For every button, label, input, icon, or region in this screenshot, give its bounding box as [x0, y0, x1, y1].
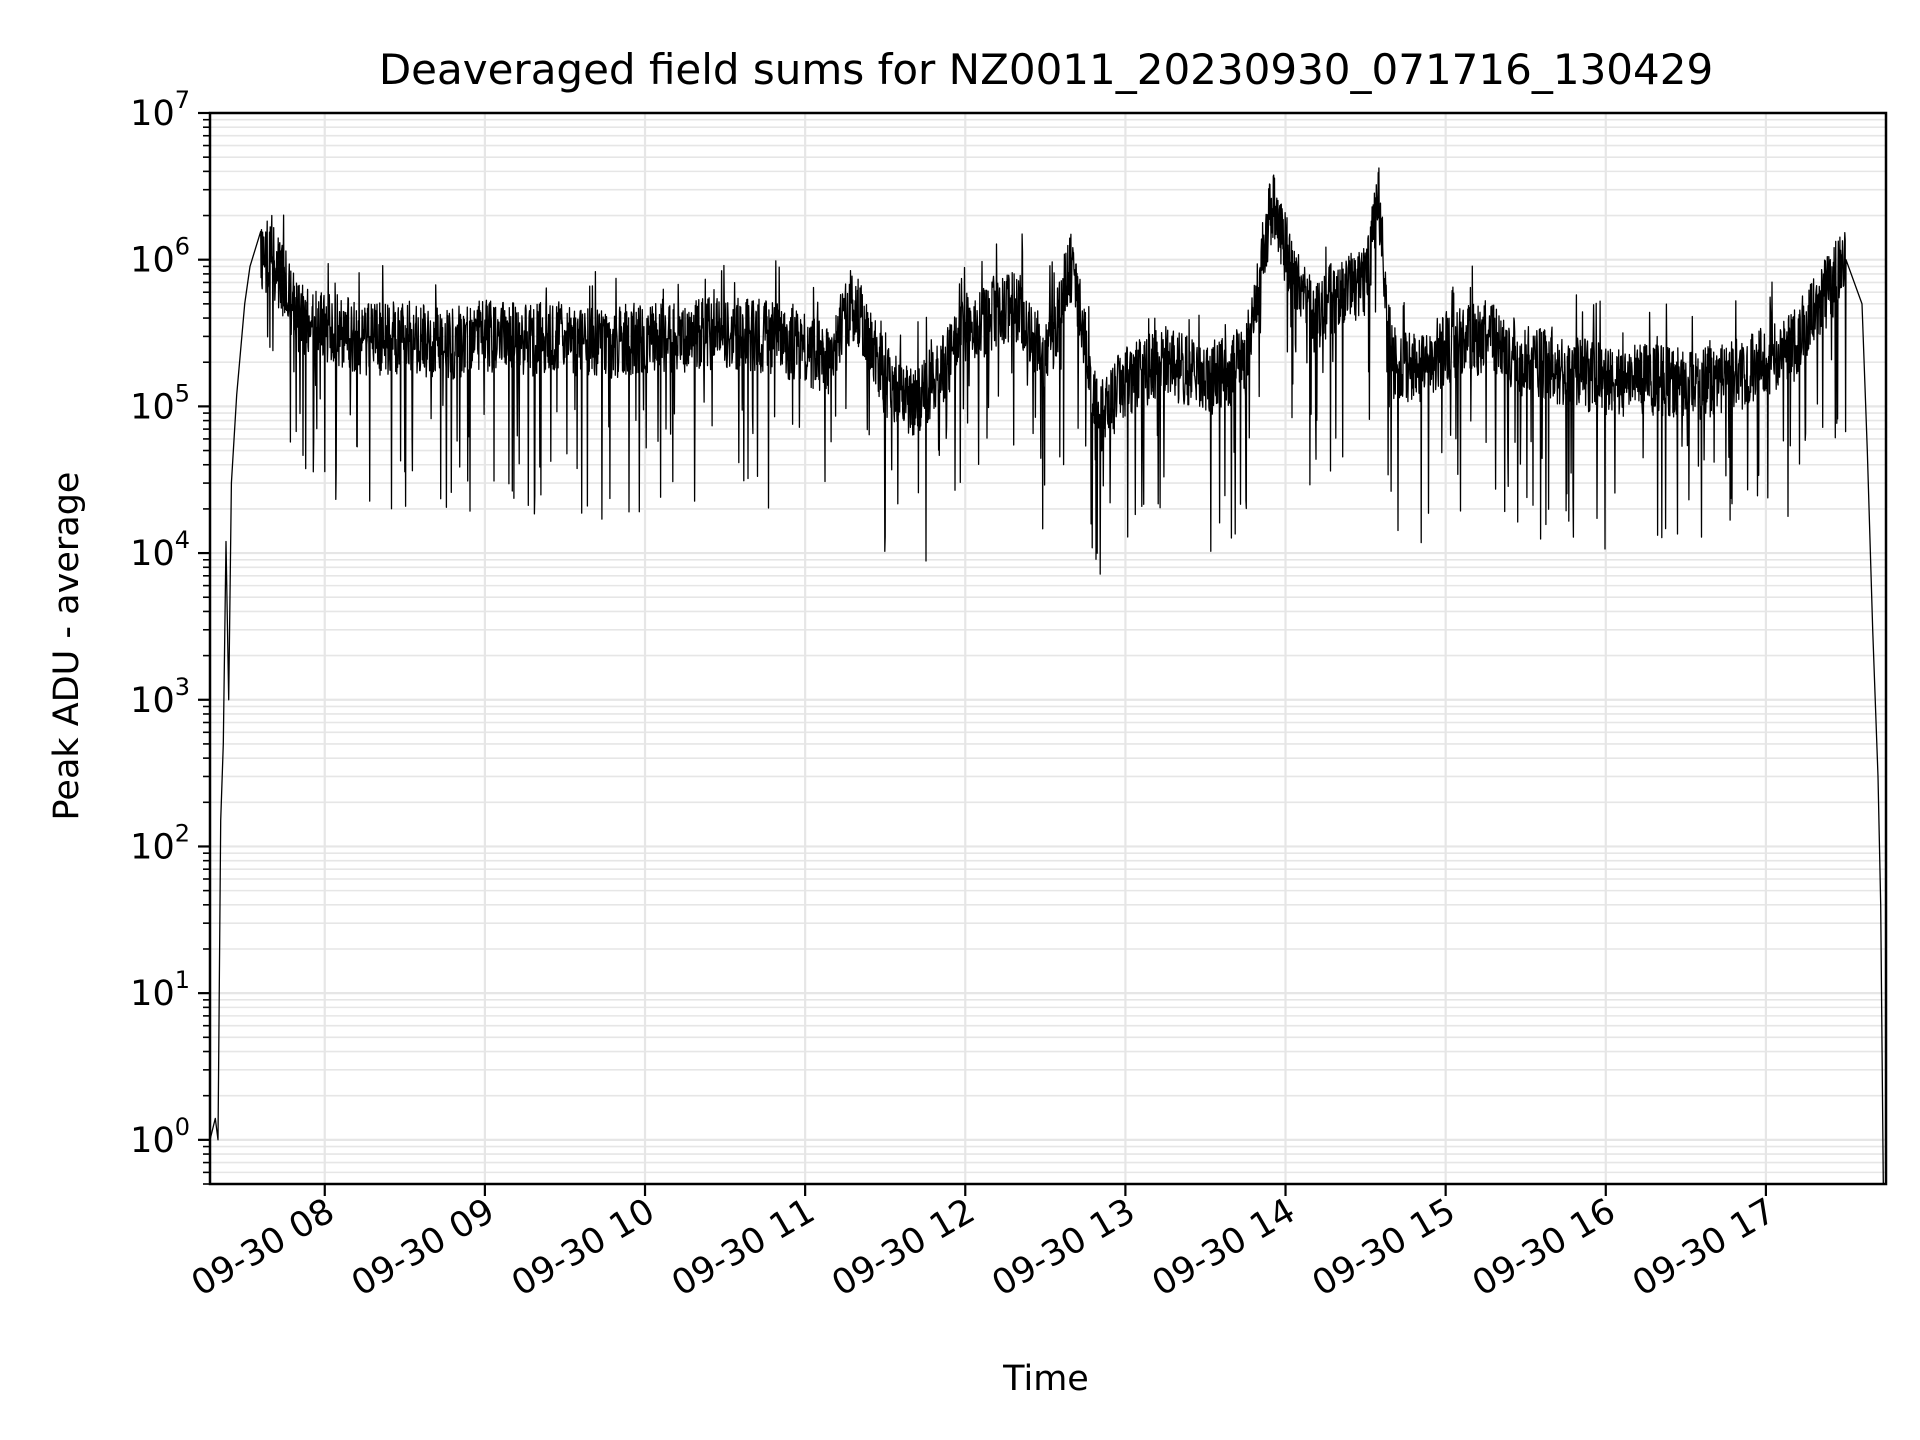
y-axis: 100 101 102 103 104 105 106 107 — [130, 86, 210, 1185]
y-tick-label: 107 — [130, 86, 190, 134]
x-axis-label: Time — [1002, 1359, 1089, 1399]
y-tick-label: 105 — [130, 379, 190, 427]
series-group — [209, 167, 1884, 1185]
x-gridlines — [323, 113, 1768, 1184]
y-tick-label: 104 — [130, 526, 190, 574]
y-tick-label: 101 — [130, 966, 190, 1014]
chart-title: Deaveraged field sums for NZ0011_2023093… — [379, 45, 1713, 94]
y-axis-label: Peak ADU - average — [47, 472, 87, 821]
y-tick-label: 106 — [130, 233, 190, 281]
plot-frame — [208, 111, 1888, 1186]
y-tick-label: 102 — [130, 819, 190, 867]
y-tick-label: 100 — [130, 1113, 190, 1161]
series-line — [209, 167, 1884, 1185]
y-tick-label: 103 — [130, 673, 190, 721]
